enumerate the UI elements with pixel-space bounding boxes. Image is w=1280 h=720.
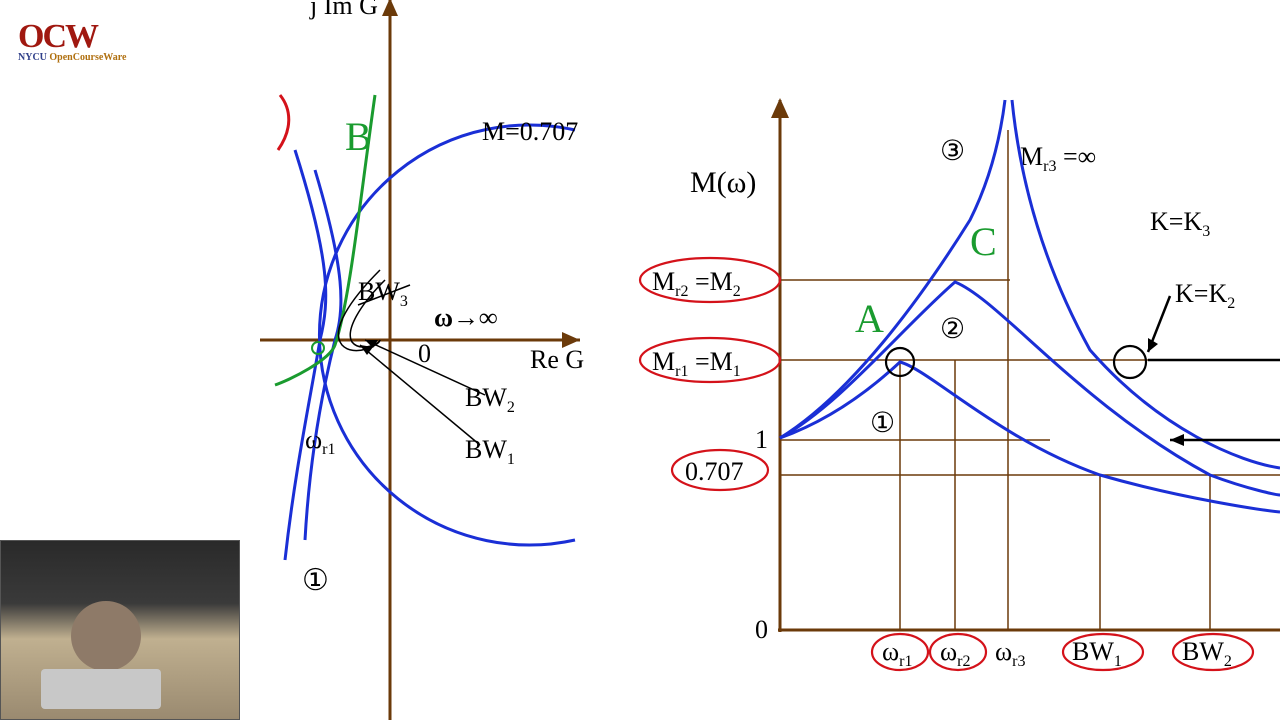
curve-K3-left: [780, 100, 1005, 438]
y-axis-title: M(ω): [690, 166, 756, 199]
marker-right: [1114, 346, 1146, 378]
circled-1: ①: [870, 408, 895, 439]
K2-label: K=K2: [1175, 279, 1235, 312]
label-C: C: [970, 219, 997, 264]
Mr1-label: Mr1 =M1: [652, 347, 741, 380]
Mr2-label: Mr2 =M2: [652, 267, 741, 300]
ytick-0: 0: [755, 615, 768, 644]
ytick-0707: 0.707: [685, 457, 744, 486]
right-magnitude-plot: M(ω) 1 0.707 0 Mr1 =M1 Mr2 =M2 Mr3 =∞ A …: [0, 0, 1280, 720]
curve-K1: [780, 362, 1280, 512]
Mr3-label: Mr3 =∞: [1020, 142, 1096, 175]
K3-label: K=K3: [1150, 207, 1210, 240]
wr2-label: ωr2: [940, 637, 970, 670]
curve-K3-right: [1012, 100, 1280, 468]
BW2-label: BW2: [1182, 637, 1232, 670]
circled-2: ②: [940, 314, 965, 345]
ytick-1: 1: [755, 425, 768, 454]
BW1-label: BW1: [1072, 637, 1122, 670]
wr1-label: ωr1: [882, 637, 912, 670]
circled-3: ③: [940, 136, 965, 167]
label-A: A: [855, 296, 884, 341]
wr3-label: ωr3: [995, 637, 1025, 670]
